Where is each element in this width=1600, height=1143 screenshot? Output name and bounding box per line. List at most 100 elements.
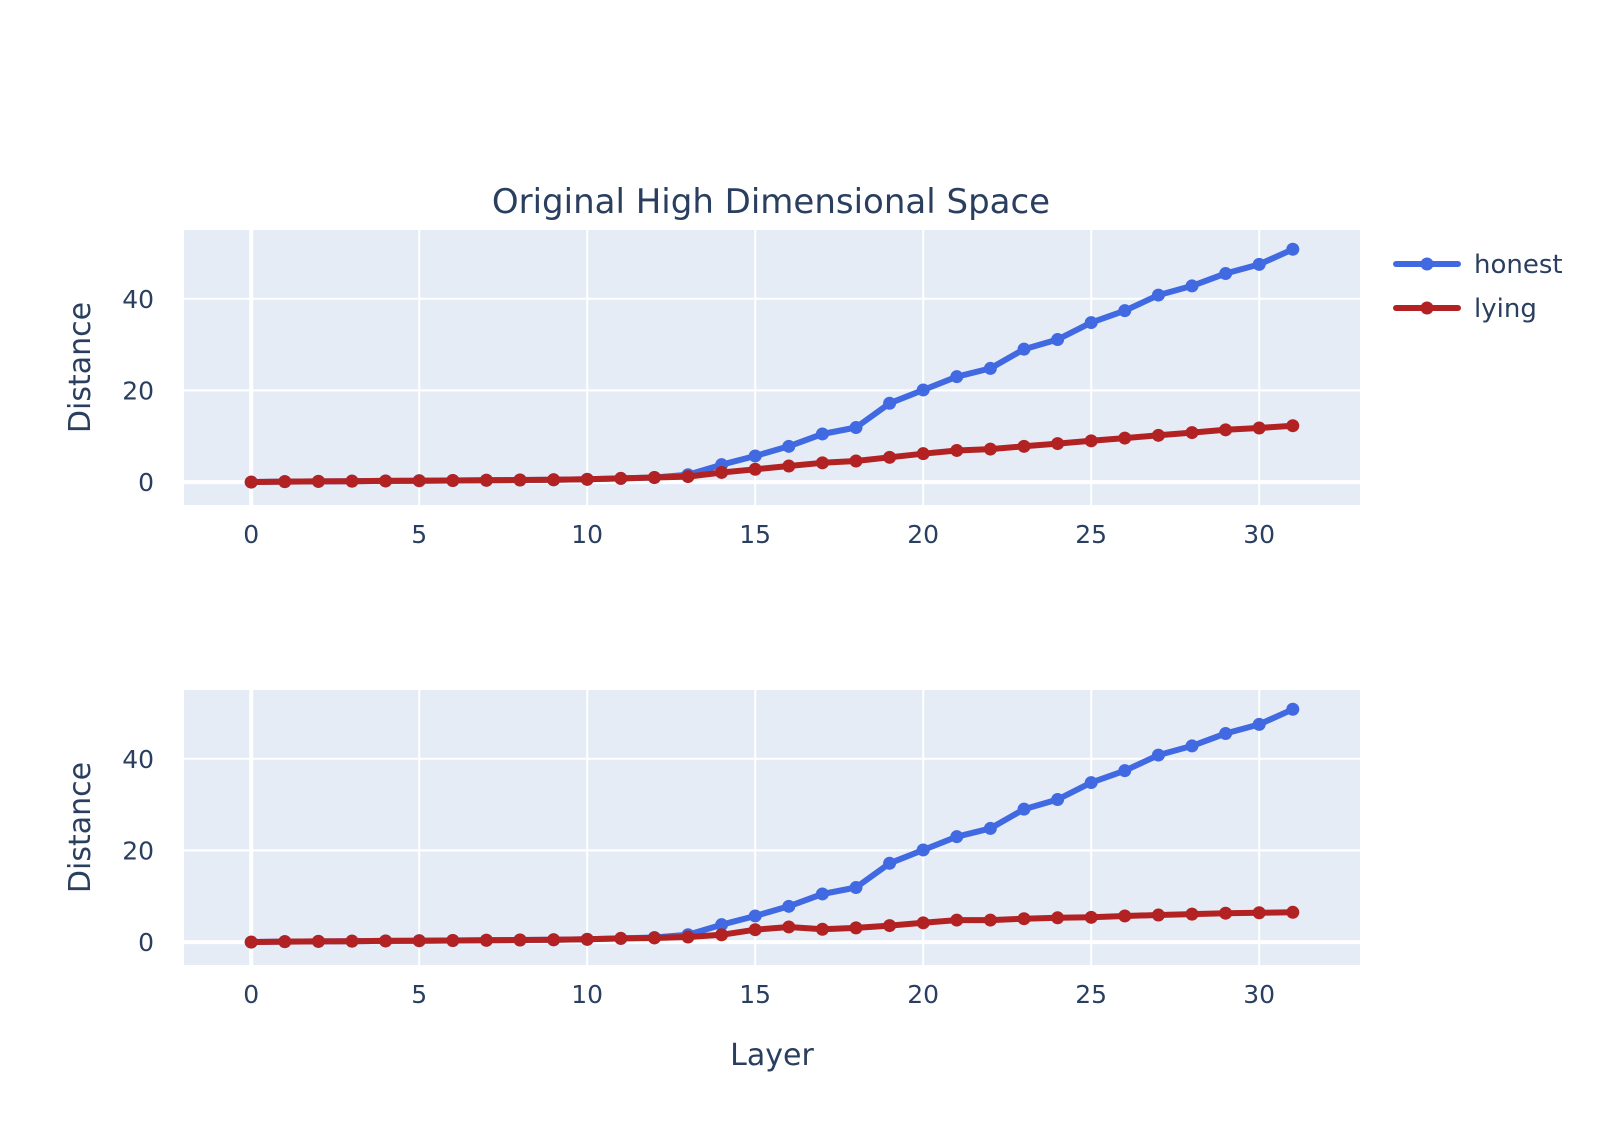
y-tick-label: 20	[122, 836, 154, 865]
data-point-lying	[1151, 428, 1165, 442]
data-point-honest	[916, 383, 930, 397]
data-point-honest	[950, 830, 964, 844]
chart-title: Original High Dimensional Space	[492, 182, 1050, 222]
x-tick-label: 10	[571, 520, 603, 549]
data-point-honest	[1017, 342, 1031, 356]
data-point-lying	[278, 475, 292, 489]
data-point-honest	[1286, 702, 1300, 716]
data-point-lying	[1151, 908, 1165, 922]
data-point-lying	[782, 459, 796, 473]
y-axis-title: Distance	[63, 302, 98, 433]
data-point-lying	[815, 922, 829, 936]
data-point-honest	[1118, 764, 1132, 778]
legend: honest lying	[1393, 250, 1563, 324]
data-point-lying	[1084, 910, 1098, 924]
data-point-honest	[1219, 727, 1233, 741]
x-tick-label: 25	[1075, 520, 1107, 549]
legend-item-lying: lying	[1393, 294, 1537, 324]
data-point-honest	[1185, 739, 1199, 753]
data-point-lying	[412, 474, 426, 488]
data-point-lying	[1252, 906, 1266, 920]
y-tick-label: 20	[122, 376, 154, 405]
data-point-lying	[244, 935, 258, 949]
data-point-honest	[1252, 717, 1266, 731]
data-point-lying	[580, 932, 594, 946]
data-point-lying	[883, 450, 897, 464]
data-point-lying	[815, 456, 829, 470]
data-point-honest	[1051, 333, 1065, 347]
data-point-lying	[446, 933, 460, 947]
y-axis-title: Distance	[63, 762, 98, 893]
data-point-lying	[950, 443, 964, 457]
data-point-honest	[1219, 267, 1233, 281]
x-tick-label: 20	[907, 980, 939, 1009]
data-point-lying	[983, 442, 997, 456]
data-point-lying	[1017, 912, 1031, 926]
data-point-honest	[983, 821, 997, 835]
data-point-lying	[446, 473, 460, 487]
data-point-honest	[883, 856, 897, 870]
x-tick-label: 5	[411, 520, 427, 549]
data-point-lying	[311, 934, 325, 948]
y-tick-label: 40	[122, 285, 154, 314]
data-point-lying	[412, 934, 426, 948]
data-point-lying	[1286, 419, 1300, 433]
data-point-lying	[681, 470, 695, 484]
data-point-lying	[278, 935, 292, 949]
data-point-lying	[379, 474, 393, 488]
data-point-lying	[1185, 907, 1199, 921]
data-point-lying	[647, 471, 661, 484]
data-point-lying	[547, 933, 561, 947]
data-point-lying	[748, 462, 762, 476]
data-point-lying	[345, 934, 359, 948]
data-point-lying	[379, 934, 393, 948]
data-point-lying	[1051, 911, 1065, 925]
y-tick-label: 40	[122, 745, 154, 774]
data-point-lying	[1017, 439, 1031, 453]
data-point-lying	[1084, 434, 1098, 448]
x-tick-label: 10	[571, 980, 603, 1009]
legend-label: honest	[1474, 250, 1563, 280]
data-point-lying	[244, 475, 258, 489]
data-point-honest	[849, 881, 863, 895]
x-tick-label: 30	[1243, 520, 1275, 549]
data-point-lying	[513, 473, 527, 487]
data-point-lying	[580, 472, 594, 486]
data-point-honest	[782, 439, 796, 453]
data-point-honest	[815, 887, 829, 901]
data-point-lying	[883, 919, 897, 933]
data-point-lying	[479, 933, 493, 947]
data-point-lying	[715, 465, 729, 479]
x-axis-title: Layer	[730, 1038, 814, 1073]
data-point-honest	[1084, 776, 1098, 790]
data-point-honest	[1252, 257, 1266, 271]
x-tick-label: 30	[1243, 980, 1275, 1009]
data-point-lying	[916, 447, 930, 461]
data-point-honest	[916, 843, 930, 857]
data-point-honest	[1051, 793, 1065, 807]
data-point-honest	[849, 421, 863, 435]
x-tick-label: 15	[739, 980, 771, 1009]
data-point-lying	[849, 454, 863, 468]
data-point-honest	[883, 396, 897, 410]
legend-label: lying	[1474, 294, 1537, 324]
x-tick-label: 0	[243, 980, 259, 1009]
data-point-honest	[1151, 288, 1165, 302]
data-point-lying	[983, 913, 997, 927]
subplot-2: 0 5 10 15 20 25 30 0 20 40 Distance Layer	[63, 690, 1360, 1073]
data-point-lying	[513, 933, 527, 947]
data-point-lying	[345, 474, 359, 488]
data-point-lying	[782, 920, 796, 934]
data-point-lying	[849, 921, 863, 935]
plot-area-background	[184, 690, 1360, 965]
data-point-lying	[547, 473, 561, 487]
y-tick-label: 0	[138, 928, 154, 957]
legend-item-honest: honest	[1393, 250, 1563, 280]
data-point-honest	[782, 899, 796, 913]
x-tick-label: 0	[243, 520, 259, 549]
data-point-honest	[815, 427, 829, 441]
data-point-honest	[1286, 242, 1300, 256]
data-point-lying	[1252, 421, 1266, 435]
data-point-lying	[681, 930, 695, 944]
